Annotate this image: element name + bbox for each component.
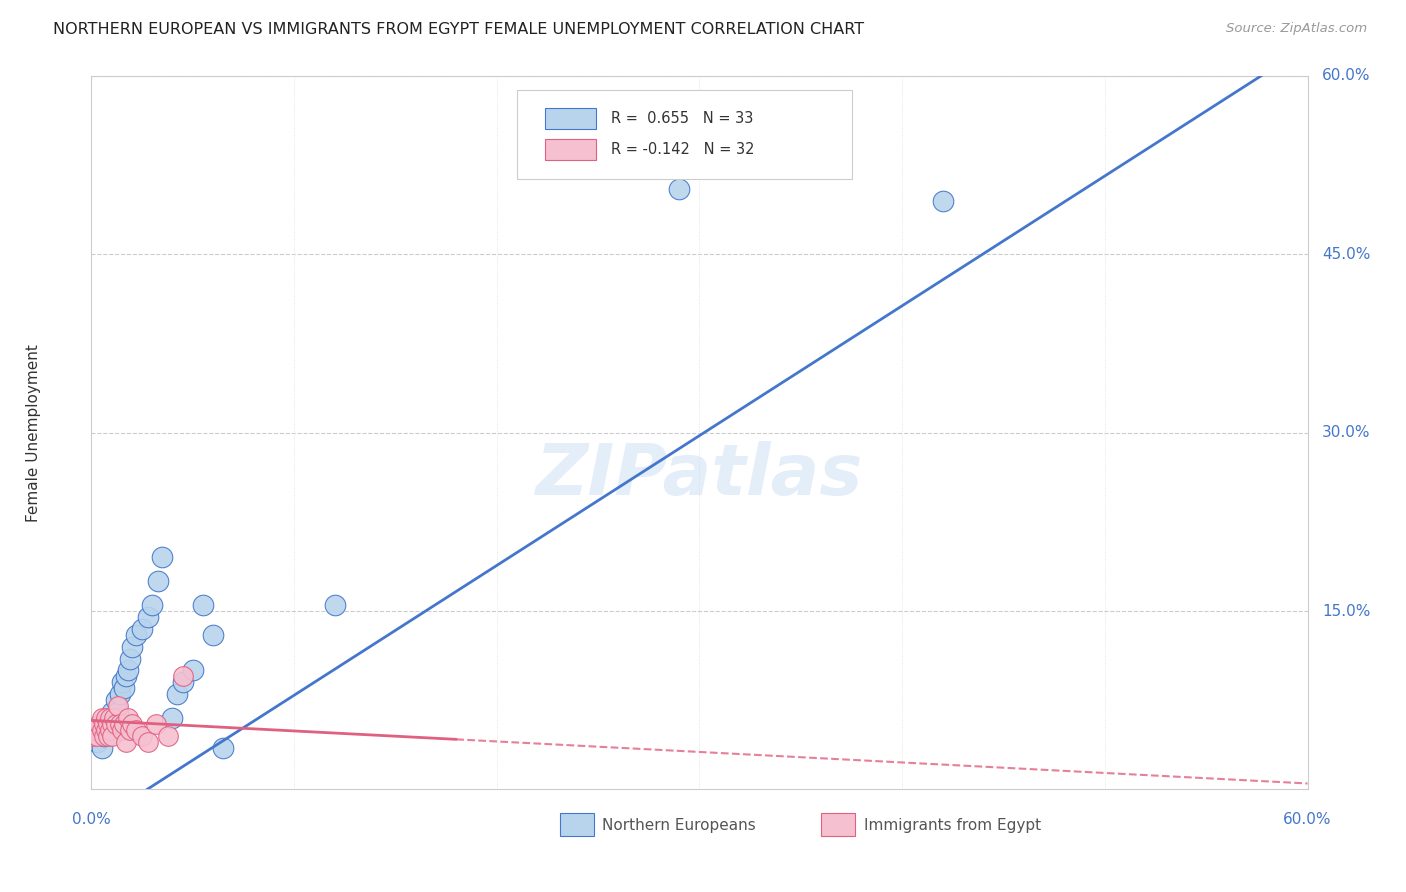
- Point: [97, 723, 120, 737]
- Point: [668, 182, 690, 196]
- Text: 15.0%: 15.0%: [1322, 604, 1371, 618]
- Text: Northern Europeans: Northern Europeans: [602, 818, 756, 832]
- Text: Immigrants from Egypt: Immigrants from Egypt: [863, 818, 1040, 832]
- Point: [89, 717, 111, 731]
- Text: 60.0%: 60.0%: [1322, 69, 1371, 83]
- Point: [157, 729, 180, 743]
- Point: [145, 717, 167, 731]
- Point: [117, 664, 139, 678]
- Point: [104, 717, 127, 731]
- Point: [100, 729, 122, 743]
- Point: [90, 711, 112, 725]
- Text: ZIPatlas: ZIPatlas: [536, 441, 863, 510]
- Point: [98, 711, 121, 725]
- Point: [118, 723, 141, 737]
- FancyBboxPatch shape: [821, 813, 855, 836]
- Point: [111, 723, 134, 737]
- Point: [162, 711, 184, 725]
- Point: [84, 723, 107, 737]
- FancyBboxPatch shape: [517, 90, 852, 179]
- Point: [181, 664, 204, 678]
- Point: [82, 729, 104, 743]
- Point: [93, 717, 115, 731]
- Point: [90, 723, 112, 737]
- Point: [191, 598, 214, 612]
- Point: [97, 717, 120, 731]
- Point: [103, 711, 125, 725]
- Point: [90, 740, 112, 755]
- Point: [97, 729, 120, 743]
- Point: [172, 675, 194, 690]
- Point: [931, 194, 953, 208]
- Point: [115, 669, 138, 683]
- Text: 30.0%: 30.0%: [1322, 425, 1371, 440]
- Point: [86, 735, 108, 749]
- FancyBboxPatch shape: [560, 813, 593, 836]
- Point: [111, 675, 134, 690]
- Point: [166, 687, 188, 701]
- Point: [125, 723, 148, 737]
- Point: [100, 705, 122, 719]
- Point: [115, 735, 138, 749]
- Point: [121, 717, 143, 731]
- Point: [117, 711, 139, 725]
- Point: [86, 729, 108, 743]
- Point: [150, 550, 173, 565]
- Point: [148, 574, 170, 589]
- FancyBboxPatch shape: [546, 138, 596, 160]
- Point: [100, 717, 122, 731]
- Point: [112, 717, 135, 731]
- Point: [98, 711, 121, 725]
- Point: [131, 729, 153, 743]
- Text: Female Unemployment: Female Unemployment: [25, 343, 41, 522]
- Text: 0.0%: 0.0%: [72, 813, 111, 827]
- Point: [202, 628, 225, 642]
- Point: [125, 628, 148, 642]
- Point: [107, 699, 129, 714]
- Text: 60.0%: 60.0%: [1284, 813, 1331, 827]
- Text: NORTHERN EUROPEAN VS IMMIGRANTS FROM EGYPT FEMALE UNEMPLOYMENT CORRELATION CHART: NORTHERN EUROPEAN VS IMMIGRANTS FROM EGY…: [53, 22, 865, 37]
- Point: [141, 598, 163, 612]
- Point: [107, 705, 129, 719]
- Point: [323, 598, 346, 612]
- FancyBboxPatch shape: [546, 108, 596, 129]
- Text: R = -0.142   N = 32: R = -0.142 N = 32: [610, 142, 754, 157]
- Point: [212, 740, 235, 755]
- Text: Source: ZipAtlas.com: Source: ZipAtlas.com: [1226, 22, 1367, 36]
- Point: [118, 651, 141, 665]
- Point: [104, 693, 127, 707]
- Text: 45.0%: 45.0%: [1322, 247, 1371, 261]
- Point: [136, 610, 159, 624]
- Point: [103, 711, 125, 725]
- Point: [94, 723, 117, 737]
- Point: [131, 622, 153, 636]
- Point: [136, 735, 159, 749]
- Point: [94, 717, 117, 731]
- Point: [93, 729, 115, 743]
- Point: [121, 640, 143, 654]
- Point: [93, 729, 115, 743]
- Point: [108, 717, 131, 731]
- Point: [172, 669, 194, 683]
- Text: R =  0.655   N = 33: R = 0.655 N = 33: [610, 112, 754, 126]
- Point: [98, 723, 121, 737]
- Point: [94, 711, 117, 725]
- Point: [112, 681, 135, 696]
- Point: [108, 687, 131, 701]
